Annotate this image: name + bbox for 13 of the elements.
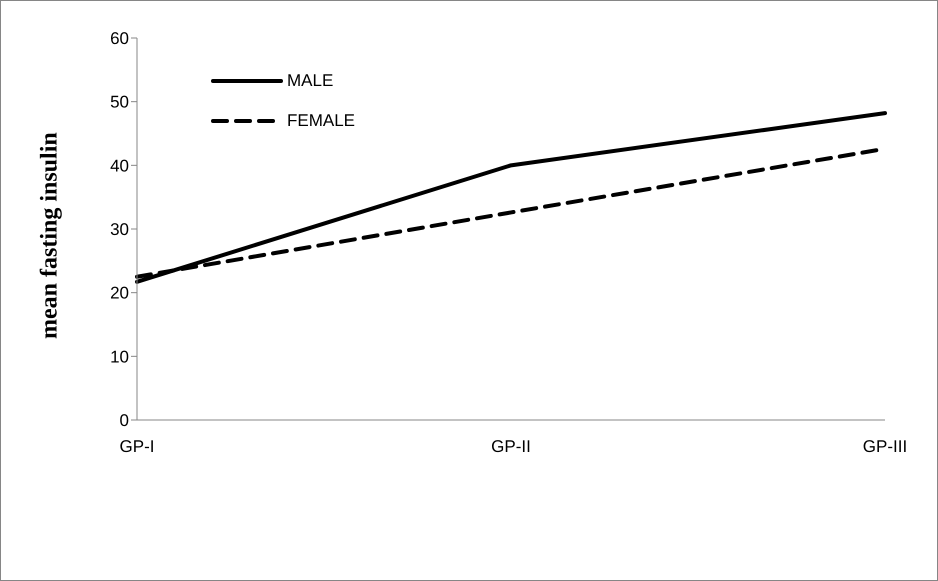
x-tick-label: GP-I: [120, 437, 154, 456]
legend-label: FEMALE: [287, 111, 356, 131]
y-tick-label: 60: [110, 29, 129, 48]
y-tick-label: 20: [110, 284, 129, 303]
y-tick-label: 30: [110, 220, 129, 240]
y-tick-label: 40: [110, 156, 129, 176]
x-tick-label: GP-III: [862, 437, 908, 456]
y-tick-label: 50: [110, 92, 129, 112]
y-tick-label: 0: [120, 411, 129, 430]
y-axis-title: mean fasting insulin: [36, 132, 63, 339]
legend-label: MALE: [287, 71, 334, 91]
x-tick-label: GP-II: [491, 437, 531, 456]
y-tick-label: 10: [110, 347, 129, 366]
